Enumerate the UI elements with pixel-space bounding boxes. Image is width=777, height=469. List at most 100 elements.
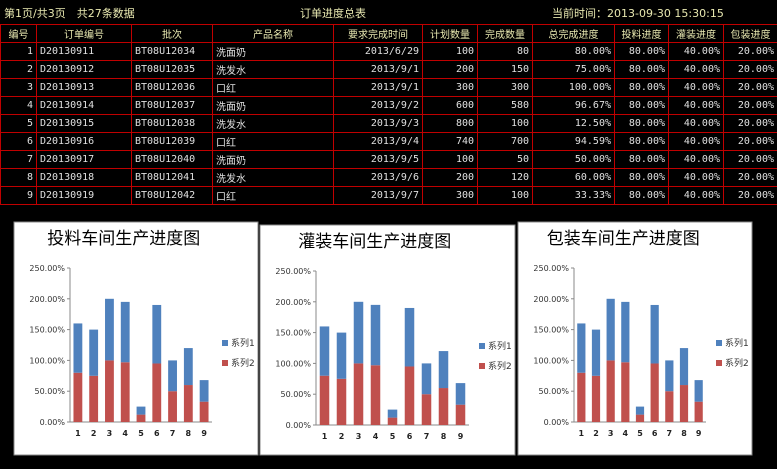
table-cell: 40.00% bbox=[668, 60, 724, 79]
table-cell: BT08U12034 bbox=[131, 42, 213, 61]
table-cell: 2013/9/3 bbox=[333, 114, 423, 133]
page-title: 订单进度总表 bbox=[300, 7, 366, 20]
table-row: 3 D20130913 BT08U12036 口红 2013/9/1 300 300 100.… bbox=[0, 78, 777, 97]
bar-segment bbox=[404, 307, 415, 367]
bar-segment bbox=[73, 323, 83, 373]
x-tick-label: 9 bbox=[458, 432, 464, 441]
table-row: 5 D20130915 BT08U12038 洗发水 2013/9/3 800 100 12.… bbox=[0, 114, 777, 133]
table-cell: 100 bbox=[422, 42, 478, 61]
table-cell: BT08U12040 bbox=[131, 150, 213, 169]
x-tick-label: 6 bbox=[154, 429, 160, 438]
table-cell: 20.00% bbox=[723, 186, 777, 205]
bar-segment bbox=[621, 362, 630, 422]
x-tick-label: 3 bbox=[356, 432, 362, 441]
bar-segment bbox=[438, 351, 449, 389]
x-tick-label: 9 bbox=[201, 429, 207, 438]
table-cell: 300 bbox=[422, 186, 478, 205]
bar-segment bbox=[105, 298, 114, 361]
bar-segment bbox=[679, 348, 689, 386]
bar-segment bbox=[136, 406, 146, 415]
table-cell: 2013/9/1 bbox=[333, 60, 423, 79]
column-header: 投料进度 bbox=[614, 24, 669, 43]
bar-segment bbox=[665, 360, 674, 392]
y-tick-label: 150.00% bbox=[533, 326, 569, 335]
x-tick-label: 6 bbox=[407, 432, 413, 441]
table-cell: BT08U12042 bbox=[131, 186, 213, 205]
bar-segment bbox=[591, 329, 601, 376]
table-cell: 80.00% bbox=[614, 114, 669, 133]
x-tick-label: 1 bbox=[579, 429, 585, 438]
table-cell: 口红 bbox=[212, 186, 334, 205]
bar-segment bbox=[89, 375, 99, 422]
table-cell: 50.00% bbox=[532, 150, 615, 169]
column-header: 总完成进度 bbox=[532, 24, 615, 43]
table-cell: 800 bbox=[422, 114, 478, 133]
table-cell: D20130918 bbox=[36, 168, 132, 187]
table-cell: 80 bbox=[477, 42, 533, 61]
column-header: 产品名称 bbox=[212, 24, 334, 43]
table-row: 2 D20130912 BT08U12035 洗发水 2013/9/1 200 150 75.… bbox=[0, 60, 777, 79]
table-cell: D20130919 bbox=[36, 186, 132, 205]
bar-segment bbox=[183, 348, 193, 386]
bar-segment bbox=[353, 363, 364, 425]
table-cell: D20130917 bbox=[36, 150, 132, 169]
bar-segment bbox=[152, 363, 162, 422]
x-tick-label: 2 bbox=[593, 429, 599, 438]
bar-segment bbox=[120, 362, 130, 422]
table-cell: 洗面奶 bbox=[212, 150, 334, 169]
bar-segment bbox=[438, 388, 449, 425]
table-cell: D20130911 bbox=[36, 42, 132, 61]
legend-swatch bbox=[222, 360, 228, 366]
bar-segment bbox=[136, 414, 146, 422]
column-header: 要求完成时间 bbox=[333, 24, 423, 43]
bar-segment bbox=[635, 414, 645, 422]
x-tick-label: 1 bbox=[75, 429, 81, 438]
bar-segment bbox=[183, 385, 193, 422]
table-cell: BT08U12041 bbox=[131, 168, 213, 187]
x-tick-label: 3 bbox=[608, 429, 614, 438]
table-cell: 80.00% bbox=[614, 168, 669, 187]
x-tick-label: 2 bbox=[339, 432, 345, 441]
x-tick-label: 4 bbox=[122, 429, 128, 438]
y-tick-label: 0.00% bbox=[286, 421, 312, 430]
legend-label: 系列2 bbox=[231, 357, 255, 369]
chart-title: 灌装车间生产进度图 bbox=[298, 232, 451, 252]
x-tick-label: 4 bbox=[373, 432, 379, 441]
y-tick-label: 0.00% bbox=[40, 418, 66, 427]
x-tick-label: 8 bbox=[186, 429, 192, 438]
x-tick-label: 2 bbox=[91, 429, 97, 438]
x-tick-label: 8 bbox=[681, 429, 687, 438]
table-cell: 94.59% bbox=[532, 132, 615, 151]
bar-segment bbox=[336, 332, 347, 379]
y-tick-label: 100.00% bbox=[29, 356, 65, 365]
table-cell: 80.00% bbox=[614, 150, 669, 169]
table-cell: 100 bbox=[422, 150, 478, 169]
y-tick-label: 100.00% bbox=[275, 359, 311, 368]
bar-segment bbox=[199, 380, 209, 402]
legend-label: 系列1 bbox=[725, 337, 749, 349]
bar-segment bbox=[387, 417, 398, 425]
bar-segment bbox=[89, 329, 99, 376]
y-tick-label: 250.00% bbox=[533, 264, 569, 273]
table-cell: 80.00% bbox=[614, 42, 669, 61]
bar-segment bbox=[606, 360, 615, 422]
table-cell: 2 bbox=[0, 60, 37, 79]
bar-segment bbox=[336, 378, 347, 425]
table-cell: 100 bbox=[477, 186, 533, 205]
table-cell: 580 bbox=[477, 96, 533, 115]
table-cell: 20.00% bbox=[723, 60, 777, 79]
y-tick-label: 50.00% bbox=[34, 387, 65, 396]
bar-segment bbox=[353, 301, 364, 364]
table-cell: BT08U12036 bbox=[131, 78, 213, 97]
chart-panel bbox=[13, 221, 259, 456]
y-tick-label: 150.00% bbox=[29, 326, 65, 335]
bar-segment bbox=[319, 375, 330, 425]
chart-panel bbox=[517, 221, 753, 456]
bar-segment bbox=[152, 304, 162, 364]
table-row: 1 D20130911 BT08U12034 洗面奶 2013/6/29 100 80 80.… bbox=[0, 42, 777, 61]
legend-swatch bbox=[716, 360, 722, 366]
y-tick-label: 200.00% bbox=[533, 295, 569, 304]
table-cell: 80.00% bbox=[532, 42, 615, 61]
page-info: 第1页/共3页 共27条数据 bbox=[4, 7, 135, 20]
